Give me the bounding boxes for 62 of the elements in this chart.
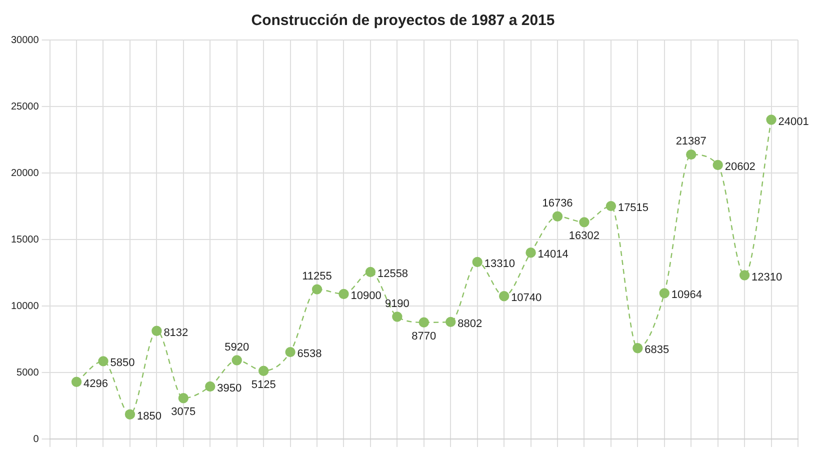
data-label: 5125 <box>251 378 276 391</box>
point <box>712 160 723 170</box>
data-label: 9190 <box>384 298 410 310</box>
data-label: 5920 <box>224 341 250 354</box>
y-tick-label: 0 <box>33 434 40 445</box>
data-label: 8132 <box>164 326 188 339</box>
data-label: 16302 <box>568 230 600 242</box>
y-tick-label: 10000 <box>10 300 40 312</box>
y-tick-label: 25000 <box>10 101 40 112</box>
data-label: 16736 <box>542 197 573 210</box>
data-label: 20602 <box>724 161 756 174</box>
point <box>365 266 376 278</box>
point <box>285 346 296 358</box>
point <box>579 217 590 228</box>
point <box>472 256 482 268</box>
point <box>526 248 536 258</box>
data-label: 12310 <box>752 271 782 284</box>
data-label: 11255 <box>302 270 332 282</box>
data-label: 6538 <box>297 348 322 360</box>
data-label: 1850 <box>136 410 162 422</box>
data-label: 14014 <box>538 248 568 261</box>
point <box>124 409 136 420</box>
point <box>606 200 616 212</box>
point <box>178 393 189 404</box>
point <box>766 114 776 125</box>
data-label: 3950 <box>217 382 242 394</box>
point <box>659 288 670 298</box>
data-label: 21387 <box>676 136 706 148</box>
data-label: 8802 <box>458 318 482 330</box>
data-label: 12558 <box>377 268 408 280</box>
point <box>392 312 402 322</box>
point <box>552 211 563 222</box>
point <box>205 381 216 392</box>
data-label: 10900 <box>350 290 382 302</box>
data-label: 4296 <box>84 378 108 390</box>
data-label: 5850 <box>110 357 135 370</box>
data-label: 24001 <box>778 116 809 128</box>
point <box>686 149 696 160</box>
point <box>739 270 750 280</box>
data-label: 10964 <box>671 289 702 302</box>
point <box>71 376 82 387</box>
point <box>418 317 430 328</box>
chart-title: Construcción de proyectos de 1987 a 2015 <box>251 12 555 30</box>
point <box>312 284 322 294</box>
point <box>98 356 108 366</box>
y-tick-label: 5000 <box>16 367 40 378</box>
y-tick-label: 20000 <box>10 168 40 179</box>
point <box>446 316 456 328</box>
point <box>152 326 162 336</box>
data-label: 8770 <box>412 330 436 342</box>
data-label: 6835 <box>644 344 670 356</box>
point <box>632 342 643 354</box>
data-label: 3075 <box>171 406 196 418</box>
point <box>232 355 242 366</box>
data-label: 13310 <box>484 258 515 270</box>
data-label: 17515 <box>618 202 649 214</box>
point <box>258 366 269 376</box>
point <box>498 291 510 302</box>
y-tick-label: 30000 <box>10 34 40 46</box>
point <box>338 288 349 300</box>
data-label: 10740 <box>511 292 542 304</box>
y-tick-label: 15000 <box>10 234 40 246</box>
